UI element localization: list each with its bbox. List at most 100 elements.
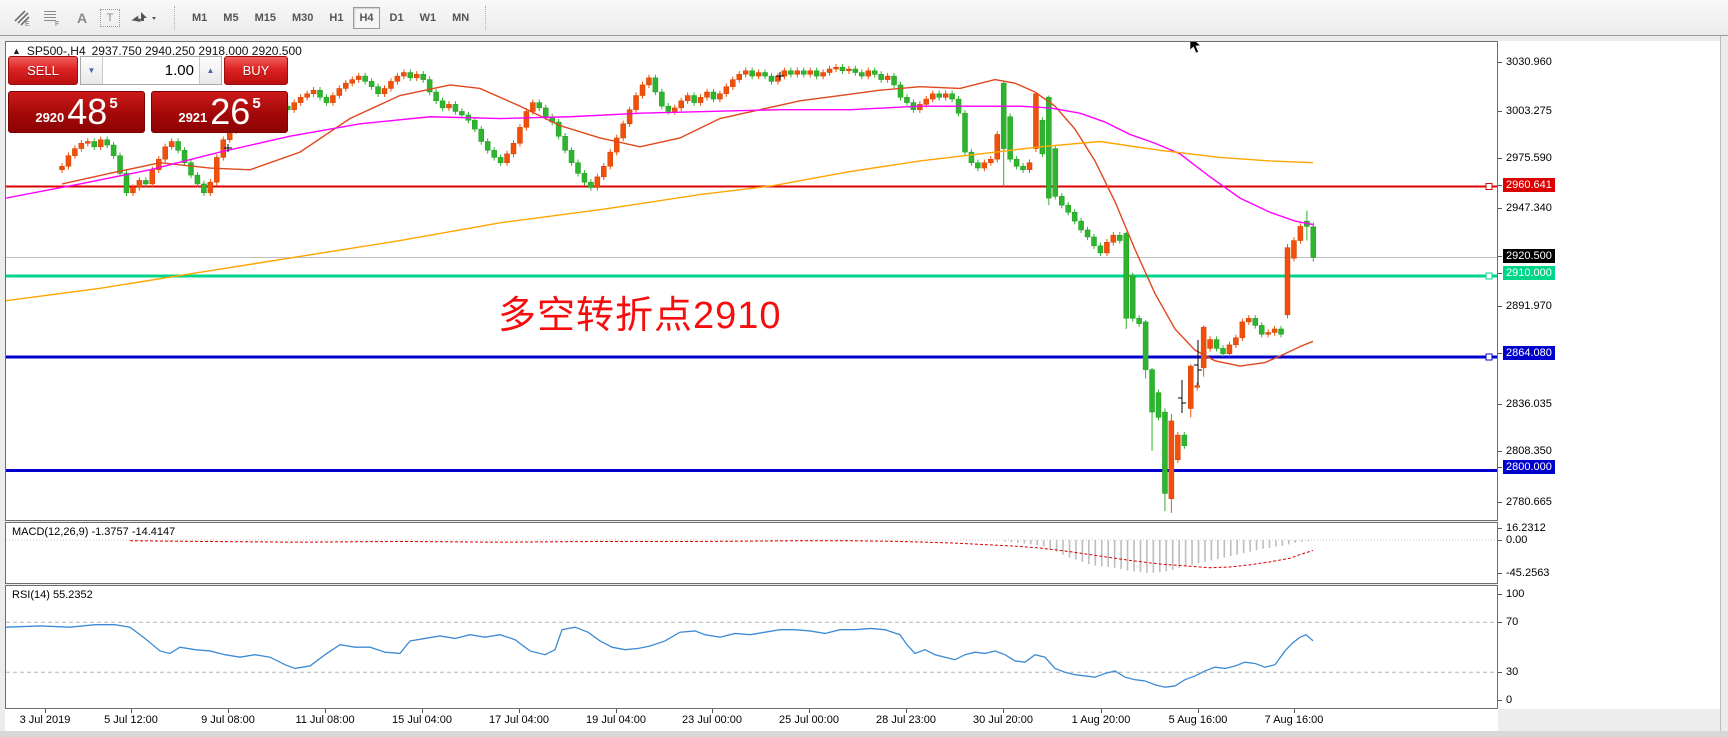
price-axis-label: 2910.000 [1503, 266, 1555, 280]
price-axis-label: 2920.500 [1503, 249, 1555, 263]
time-axis-tick [809, 709, 810, 713]
volume-decrease-icon[interactable]: ▼ [81, 57, 103, 84]
price-axis-label: 3003.275 [1506, 105, 1552, 117]
time-axis-tick [422, 709, 423, 713]
time-axis-label: 30 Jul 20:00 [973, 714, 1033, 726]
axis-tick [1498, 185, 1502, 186]
price-axis[interactable]: 3030.960 3003.275 2975.590 2960.641 2947.340… [1498, 41, 1720, 709]
sell-price-fraction: 5 [109, 94, 118, 112]
window-right-gutter [1720, 36, 1728, 737]
time-axis-tick [1294, 709, 1295, 713]
time-axis-label: 23 Jul 00:00 [682, 714, 742, 726]
macd-signal-line [129, 540, 1314, 569]
volume-increase-icon[interactable]: ▲ [199, 57, 221, 84]
time-axis[interactable]: 3 Jul 2019 5 Jul 12:00 9 Jul 08:00 11 Jul 0… [5, 709, 1498, 732]
time-axis-label: 5 Jul 12:00 [104, 714, 158, 726]
time-axis-tick [1003, 709, 1004, 713]
chart-object-markers[interactable] [224, 72, 1202, 413]
timeframe-h1[interactable]: H1 [329, 11, 344, 24]
mouse-cursor [1189, 42, 1202, 54]
svg-text:F: F [55, 21, 59, 28]
sell-button[interactable]: SELL [8, 56, 78, 85]
timeframe-w1[interactable]: W1 [419, 11, 437, 24]
time-axis-label: 11 Jul 08:00 [295, 714, 355, 726]
font-tool-icon[interactable]: A [76, 9, 88, 26]
buy-price-quote[interactable]: 2921 26 5 [151, 91, 288, 133]
timeframe-mn[interactable]: MN [452, 11, 470, 24]
rsi-label: RSI(14) 55.2352 [12, 589, 93, 601]
timeframe-d1[interactable]: D1 [389, 11, 404, 24]
axis-tick [1498, 158, 1502, 159]
rsi-axis-label: 30 [1506, 666, 1519, 678]
timeframe-h4[interactable]: H4 [353, 6, 380, 29]
toolbar-separator [174, 5, 176, 30]
volume-spinner[interactable]: ▼ 1.00 ▲ [80, 56, 222, 85]
rsi-plot[interactable] [6, 586, 1497, 708]
macd-plot[interactable] [6, 523, 1497, 583]
svg-text:E: E [25, 21, 30, 28]
time-axis-label: 28 Jul 23:00 [876, 714, 936, 726]
time-axis-label: 5 Aug 16:00 [1168, 714, 1228, 726]
timeframe-m1[interactable]: M1 [192, 11, 208, 24]
timeframe-m15[interactable]: M15 [254, 11, 276, 24]
price-axis-label: 2864.080 [1503, 346, 1555, 360]
sell-price-pips: 48 [67, 91, 108, 132]
buy-button[interactable]: BUY [224, 56, 288, 85]
price-axis-label: 2836.035 [1506, 398, 1552, 410]
time-axis-label: 3 Jul 2019 [19, 714, 71, 726]
toolbar-separator-2 [485, 5, 487, 30]
rsi-panel[interactable]: RSI(14) 55.2352 [5, 585, 1498, 709]
axis-tick [1498, 528, 1502, 529]
axis-tick [1498, 594, 1502, 595]
axis-tick [1498, 451, 1502, 452]
time-axis-tick [1101, 709, 1102, 713]
macd-panel[interactable]: MACD(12,26,9) -1.3757 -14.4147 [5, 522, 1498, 584]
toolbar: E F A T M1 M5 M15 M30 H1 H4 D1 W1 MN [0, 0, 1728, 36]
macd-histogram [1004, 540, 1309, 574]
arrows-tool-icon[interactable] [126, 6, 160, 30]
time-axis-label: 25 Jul 00:00 [779, 714, 839, 726]
price-axis-label: 2808.350 [1506, 445, 1552, 457]
price-axis-label: 2947.340 [1506, 202, 1552, 214]
sell-price-quote[interactable]: 2920 48 5 [8, 91, 145, 133]
timeframe-m5[interactable]: M5 [223, 11, 239, 24]
rsi-line [6, 624, 1314, 688]
axis-tick [1498, 467, 1502, 468]
price-axis-label: 2780.665 [1506, 496, 1552, 508]
price-axis-label: 2960.641 [1503, 178, 1555, 192]
sell-price-integer: 2920 [35, 109, 65, 125]
chart-annotation-text: 多空转折点2910 [498, 295, 782, 337]
horizontal-lines[interactable] [6, 182, 1497, 472]
buy-price-integer: 2921 [178, 109, 208, 125]
macd-label: MACD(12,26,9) -1.3757 -14.4147 [12, 526, 176, 538]
axis-tick [1498, 208, 1502, 209]
candlestick-series [59, 64, 1317, 513]
axis-tick [1498, 404, 1502, 405]
text-label-tool-icon[interactable]: T [100, 8, 120, 27]
buy-price-fraction: 5 [252, 94, 261, 112]
price-axis-label: 2975.590 [1506, 152, 1552, 164]
timeframe-m30[interactable]: M30 [291, 11, 314, 24]
volume-value[interactable]: 1.00 [164, 62, 194, 79]
timeframe-group: M1 M5 M15 M30 H1 H4 D1 W1 MN [184, 6, 477, 29]
time-axis-label: 19 Jul 04:00 [586, 714, 646, 726]
price-chart-panel[interactable] [5, 41, 1498, 521]
collapse-triangle-icon[interactable]: ▲ [12, 46, 21, 56]
axis-tick [1498, 62, 1502, 63]
price-axis-label: 3030.960 [1506, 56, 1552, 68]
candlestick-chart[interactable] [6, 42, 1497, 520]
time-axis-label: 1 Aug 20:00 [1071, 714, 1131, 726]
ma-mid [6, 105, 1314, 226]
axis-tick [1498, 111, 1502, 112]
buy-price-pips: 26 [210, 91, 251, 132]
rsi-axis-label: 100 [1506, 588, 1525, 600]
grid-f-icon[interactable]: F [40, 6, 64, 30]
axis-tick [1498, 306, 1502, 307]
expert-advisor-icon[interactable]: E [10, 6, 34, 30]
time-axis-tick [45, 709, 46, 713]
symbol-period-label: SP500-,H4 [26, 44, 86, 58]
window-bottom-edge [0, 731, 1728, 737]
macd-axis-label: 16.2312 [1506, 522, 1546, 534]
axis-tick [1498, 502, 1502, 503]
